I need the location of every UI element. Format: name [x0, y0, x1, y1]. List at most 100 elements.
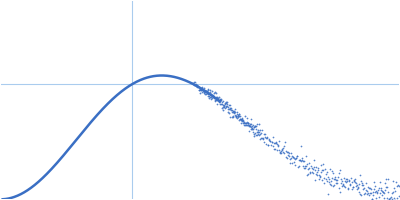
Point — [378, 186, 384, 189]
Point — [331, 178, 337, 181]
Point — [220, 109, 227, 112]
Point — [227, 115, 234, 118]
Point — [234, 116, 241, 119]
Point — [225, 106, 232, 109]
Point — [196, 89, 202, 92]
Point — [261, 140, 268, 143]
Point — [234, 117, 240, 120]
Point — [246, 124, 252, 127]
Point — [242, 123, 249, 126]
Point — [222, 102, 228, 105]
Point — [312, 179, 318, 182]
Point — [214, 95, 221, 98]
Point — [378, 193, 385, 196]
Point — [206, 94, 212, 97]
Point — [243, 121, 249, 124]
Point — [284, 154, 291, 157]
Point — [262, 132, 268, 135]
Point — [225, 108, 231, 111]
Point — [251, 132, 258, 136]
Point — [356, 191, 362, 194]
Point — [297, 159, 303, 162]
Point — [356, 182, 362, 186]
Point — [309, 167, 315, 170]
Point — [340, 184, 346, 187]
Point — [244, 124, 250, 127]
Point — [331, 183, 338, 186]
Point — [194, 86, 201, 89]
Point — [286, 152, 292, 155]
Point — [313, 166, 319, 169]
Point — [239, 117, 246, 120]
Point — [266, 137, 272, 141]
Point — [229, 110, 236, 113]
Point — [260, 137, 266, 140]
Point — [207, 92, 214, 95]
Point — [254, 129, 261, 132]
Point — [258, 137, 265, 140]
Point — [346, 180, 353, 183]
Point — [348, 187, 355, 190]
Point — [328, 184, 334, 187]
Point — [370, 194, 376, 197]
Point — [335, 171, 342, 174]
Point — [345, 187, 351, 191]
Point — [248, 125, 255, 128]
Point — [248, 123, 254, 126]
Point — [232, 113, 238, 117]
Point — [212, 99, 218, 103]
Point — [216, 95, 222, 98]
Point — [285, 150, 291, 154]
Point — [322, 168, 328, 171]
Point — [326, 177, 332, 180]
Point — [274, 148, 280, 152]
Point — [226, 107, 233, 111]
Point — [190, 81, 196, 85]
Point — [276, 139, 282, 143]
Point — [224, 105, 230, 108]
Point — [208, 97, 215, 100]
Point — [237, 118, 243, 121]
Point — [305, 168, 312, 171]
Point — [350, 178, 357, 181]
Point — [217, 98, 224, 101]
Point — [222, 102, 228, 105]
Point — [236, 113, 242, 116]
Point — [239, 117, 245, 120]
Point — [237, 117, 244, 120]
Point — [330, 185, 336, 188]
Point — [200, 87, 207, 90]
Point — [358, 194, 364, 197]
Point — [240, 119, 247, 123]
Point — [228, 106, 234, 110]
Point — [274, 142, 280, 145]
Point — [368, 198, 375, 200]
Point — [240, 122, 246, 125]
Point — [280, 150, 287, 153]
Point — [226, 103, 232, 106]
Point — [196, 89, 202, 92]
Point — [213, 98, 219, 101]
Point — [359, 182, 365, 185]
Point — [235, 114, 241, 118]
Point — [189, 81, 195, 84]
Point — [230, 111, 237, 114]
Point — [321, 176, 328, 179]
Point — [380, 196, 387, 199]
Point — [377, 191, 383, 194]
Point — [342, 186, 348, 189]
Point — [197, 87, 203, 90]
Point — [382, 185, 389, 188]
Point — [362, 182, 369, 185]
Point — [274, 144, 281, 148]
Point — [347, 183, 353, 187]
Point — [394, 185, 400, 188]
Point — [300, 160, 307, 163]
Point — [390, 186, 397, 189]
Point — [309, 168, 316, 171]
Point — [317, 175, 324, 178]
Point — [307, 172, 313, 175]
Point — [288, 155, 295, 158]
Point — [288, 157, 294, 160]
Point — [383, 177, 390, 180]
